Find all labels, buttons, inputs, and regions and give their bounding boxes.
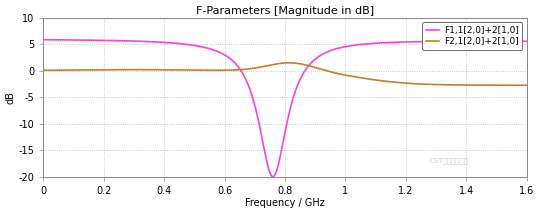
F2,1[2,0]+2[1,0] — [462, 84, 469, 86]
F1,1[2,0]+2[1,0] — [246, 87, 253, 90]
F2,1[2,0]+2[1,0] — [286, 61, 292, 64]
Line: F2,1[2,0]+2[1,0]: F2,1[2,0]+2[1,0] — [43, 63, 527, 85]
F1,1[2,0]+2[1,0] — [225, 56, 232, 59]
F2,1[2,0]+2[1,0] — [514, 84, 521, 86]
F2,1[2,0]+2[1,0] — [524, 84, 530, 86]
F2,1[2,0]+2[1,0] — [124, 68, 130, 71]
F1,1[2,0]+2[1,0] — [124, 40, 130, 42]
F1,1[2,0]+2[1,0] — [514, 40, 521, 43]
Legend: F1,1[2,0]+2[1,0], F2,1[2,0]+2[1,0]: F1,1[2,0]+2[1,0], F2,1[2,0]+2[1,0] — [422, 22, 522, 50]
F2,1[2,0]+2[1,0] — [246, 67, 253, 70]
F1,1[2,0]+2[1,0] — [270, 175, 276, 178]
Y-axis label: dB: dB — [5, 91, 16, 104]
F2,1[2,0]+2[1,0] — [95, 68, 102, 71]
F1,1[2,0]+2[1,0] — [95, 39, 102, 42]
F2,1[2,0]+2[1,0] — [225, 69, 232, 71]
F2,1[2,0]+2[1,0] — [40, 69, 46, 71]
F1,1[2,0]+2[1,0] — [524, 40, 530, 43]
X-axis label: Frequency / GHz: Frequency / GHz — [245, 198, 325, 208]
F1,1[2,0]+2[1,0] — [462, 40, 469, 43]
Title: F-Parameters [Magnitude in dB]: F-Parameters [Magnitude in dB] — [196, 6, 374, 16]
Line: F1,1[2,0]+2[1,0]: F1,1[2,0]+2[1,0] — [43, 40, 527, 177]
F1,1[2,0]+2[1,0] — [40, 39, 46, 41]
Text: CST仿真专家之路: CST仿真专家之路 — [430, 157, 469, 164]
